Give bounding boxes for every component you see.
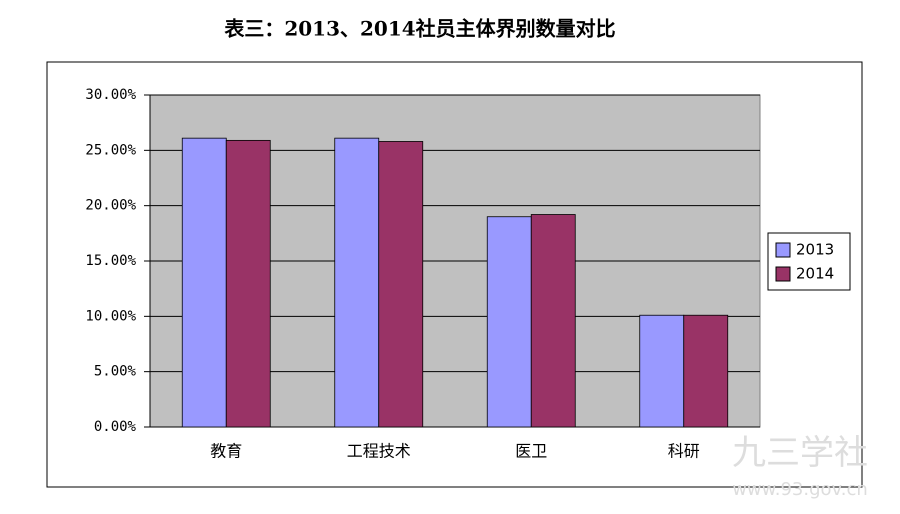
y-tick-label: 30.00% (85, 87, 136, 103)
x-tick-label: 科研 (668, 442, 700, 461)
chart-title: 表三：2013、2014社员主体界别数量对比 (224, 17, 615, 41)
legend-label: 2014 (796, 265, 834, 283)
bar (334, 137, 380, 428)
bar (639, 314, 685, 428)
y-tick-label: 5.00% (94, 364, 137, 380)
x-tick-label: 医卫 (515, 442, 547, 461)
bar (225, 139, 271, 428)
legend-swatch (775, 242, 791, 258)
watermark: 九三学社 (732, 433, 868, 473)
y-tick-label: 10.00% (85, 308, 136, 324)
legend-label: 2013 (796, 241, 834, 259)
y-tick-label: 25.00% (85, 142, 136, 158)
legend-swatch (775, 266, 791, 282)
x-tick-label: 工程技术 (347, 442, 411, 461)
bar (486, 216, 532, 428)
bar (181, 137, 227, 428)
x-tick-label: 教育 (210, 442, 242, 461)
bar (530, 214, 576, 428)
bar (683, 314, 729, 428)
y-tick-label: 15.00% (85, 253, 136, 269)
y-tick-label: 20.00% (85, 198, 136, 214)
watermark-url: www.93.gov.cn (732, 479, 868, 500)
bar (378, 141, 424, 428)
y-tick-label: 0.00% (94, 419, 137, 435)
